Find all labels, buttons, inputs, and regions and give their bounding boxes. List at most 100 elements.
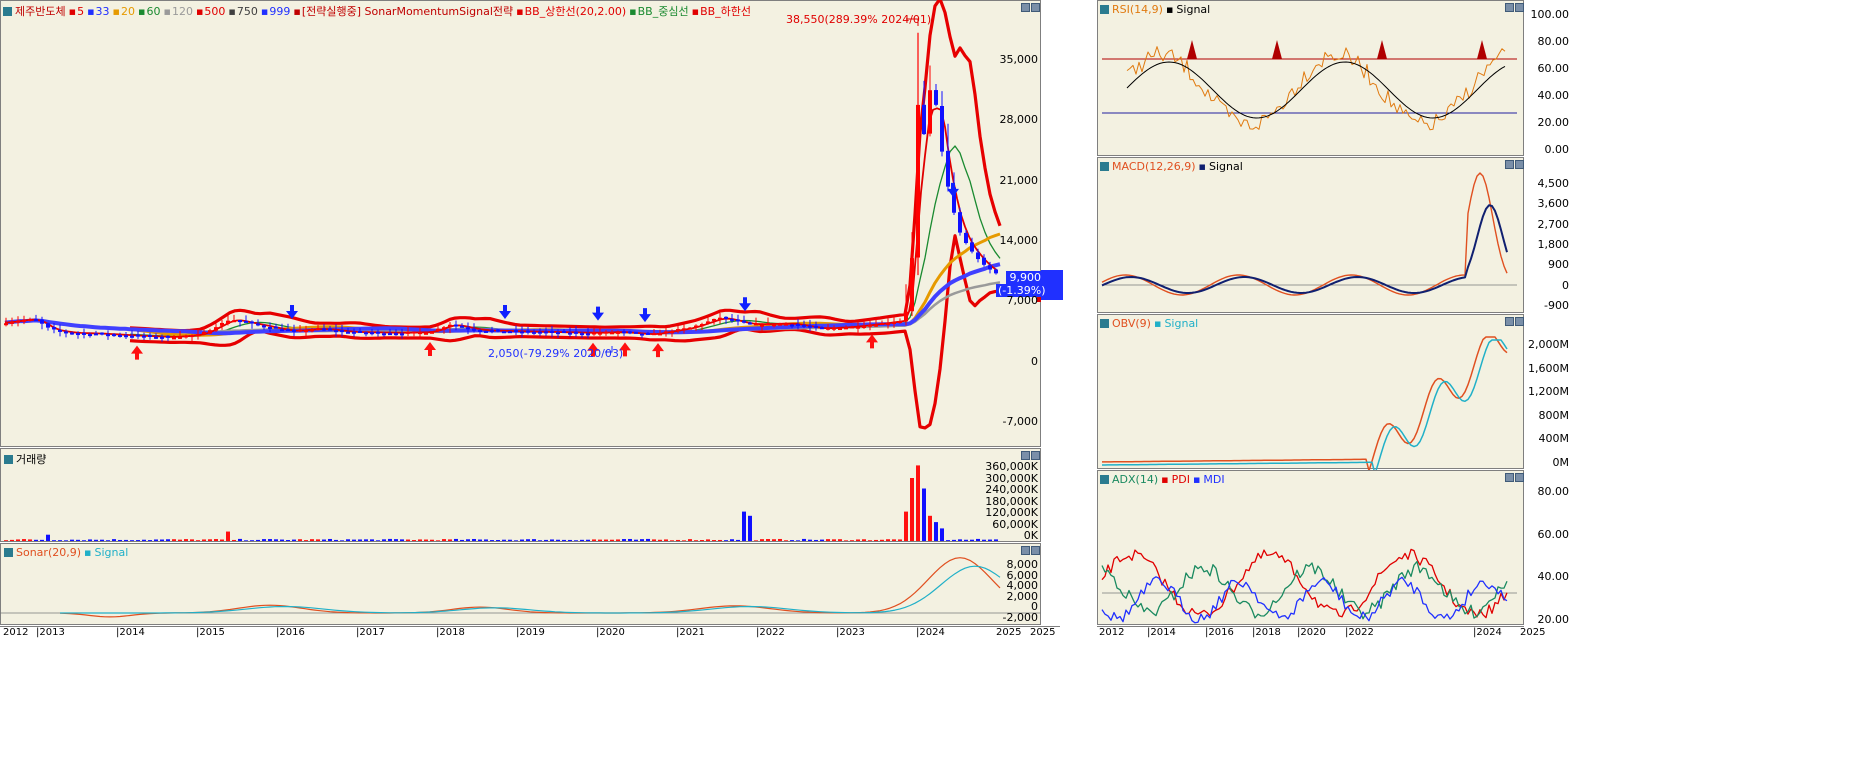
legend-swatch: ▪ (516, 5, 524, 18)
candle-body (700, 324, 704, 327)
maximize-icon[interactable] (1031, 451, 1040, 460)
volume-bar (154, 539, 158, 541)
maximize-icon[interactable] (1515, 473, 1524, 482)
candle-body (406, 331, 410, 334)
volume-bar (808, 539, 812, 541)
current-change: (-1.39%) (996, 284, 1046, 297)
volume-bar (994, 539, 998, 541)
legend-item: 750 (236, 5, 258, 18)
candle-body (274, 326, 278, 329)
volume-bar (658, 539, 662, 541)
candle-body (166, 335, 170, 338)
adx-panel-buttons[interactable] (1504, 472, 1524, 485)
candle-body (628, 331, 632, 334)
volume-bar (916, 465, 920, 541)
obv-panel-buttons[interactable] (1504, 316, 1524, 329)
volume-bar (772, 539, 776, 541)
candle-body (598, 332, 602, 335)
y-tick-label: 0K (1023, 529, 1038, 542)
candle-body (448, 324, 452, 328)
rsi-panel[interactable] (1097, 0, 1524, 156)
candle-body (310, 329, 314, 332)
minimize-icon[interactable] (1505, 473, 1514, 482)
macd-panel-buttons[interactable] (1504, 159, 1524, 172)
volume-panel[interactable] (0, 448, 1041, 542)
legend-item: 5 (77, 5, 85, 18)
volume-bar (490, 540, 494, 541)
maximize-icon[interactable] (1031, 3, 1040, 12)
volume-bar (640, 539, 644, 541)
candle-body (16, 320, 20, 323)
minimize-icon[interactable] (1505, 317, 1514, 326)
candle-body (322, 328, 326, 331)
candle-body (190, 335, 194, 338)
price-panel[interactable] (0, 0, 1041, 447)
candle-body (142, 335, 146, 338)
volume-panel-buttons[interactable] (1020, 450, 1040, 463)
maximize-icon[interactable] (1515, 317, 1524, 326)
candle-body (244, 320, 248, 323)
minimize-icon[interactable] (1021, 546, 1030, 555)
obv-panel[interactable] (1097, 314, 1524, 469)
candle-body (10, 321, 14, 324)
volume-bar (100, 539, 104, 541)
candle-body (100, 332, 104, 335)
pdi-label: PDI (1171, 473, 1190, 486)
y-tick-label: 360,000K (985, 460, 1038, 473)
volume-bar (898, 539, 902, 541)
minimize-icon[interactable] (1505, 3, 1514, 12)
sonar-panel-buttons[interactable] (1020, 545, 1040, 558)
maximize-icon[interactable] (1515, 160, 1524, 169)
y-tick-label: 60,000K (992, 517, 1038, 531)
candle-body (976, 252, 980, 260)
volume-bar (538, 540, 542, 541)
y-tick-label: 20.00 (1537, 116, 1570, 129)
current-price: 9,900 (1006, 271, 1043, 284)
candle-body (460, 325, 464, 328)
y-tick-label: 1,600M (1528, 361, 1569, 375)
minimize-icon[interactable] (1021, 451, 1030, 460)
volume-bar (694, 540, 698, 541)
candle-body (202, 331, 206, 334)
price-panel-buttons[interactable] (1020, 2, 1040, 15)
volume-bar (622, 539, 626, 541)
candle-body (772, 324, 776, 327)
maximize-icon[interactable] (1031, 546, 1040, 555)
volume-bar (958, 539, 962, 541)
rsi-panel-buttons[interactable] (1504, 2, 1524, 15)
sell-arrow-icon (592, 306, 604, 321)
candle-body (844, 327, 848, 330)
candle-body (730, 318, 734, 321)
y-tick-label: 120,000K (985, 506, 1038, 519)
macd-panel[interactable] (1097, 157, 1524, 313)
volume-bar (412, 540, 416, 541)
volume-bar (880, 539, 884, 541)
legend-item: BB_하한선 (700, 5, 752, 18)
y-tick-label: 8,000 (1006, 558, 1039, 571)
candle-body (670, 331, 674, 334)
candle-body (562, 331, 566, 334)
volume-bar (286, 540, 290, 541)
volume-bar (478, 539, 482, 541)
volume-bar (496, 540, 500, 541)
candle-body (652, 333, 656, 336)
volume-bar (274, 539, 278, 541)
candle-body (400, 333, 404, 336)
legend-swatch: ▪ (68, 5, 77, 18)
minimize-icon[interactable] (1505, 160, 1514, 169)
volume-bar (166, 539, 170, 541)
candle-body (802, 324, 806, 327)
maximize-icon[interactable] (1515, 3, 1524, 12)
volume-bar (874, 539, 878, 541)
y-tick-label: 2,700 (1537, 217, 1570, 231)
volume-bar (28, 539, 32, 541)
candle-body (592, 332, 596, 335)
candle-body (886, 322, 890, 325)
rsi-legend: RSI(14,9) ▪ Signal (1100, 3, 1213, 16)
minimize-icon[interactable] (1021, 3, 1030, 12)
candle-body (418, 332, 422, 335)
candle-body (130, 335, 134, 338)
x-tick-label: |2022 (1345, 627, 1374, 638)
candle-body (256, 323, 260, 326)
volume-bar (256, 539, 260, 541)
